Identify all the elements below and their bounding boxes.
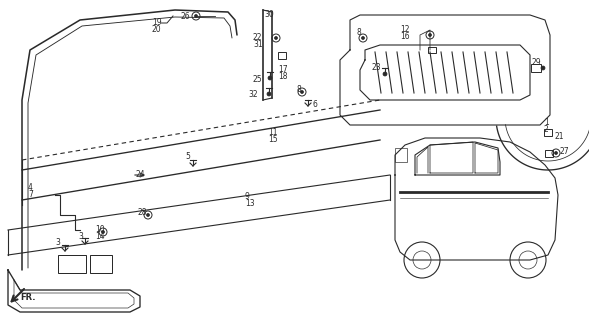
Circle shape [194, 14, 197, 18]
Circle shape [300, 91, 303, 93]
Text: 22: 22 [253, 33, 263, 42]
Text: 16: 16 [400, 32, 409, 41]
Bar [395, 148, 407, 162]
Bar [58, 255, 86, 273]
Text: 31: 31 [253, 40, 263, 49]
Text: 29: 29 [532, 58, 542, 67]
Circle shape [554, 151, 558, 155]
Text: 32: 32 [248, 90, 257, 99]
Text: 9: 9 [245, 192, 250, 201]
Text: 17: 17 [278, 65, 287, 74]
Circle shape [147, 213, 150, 217]
Circle shape [429, 34, 432, 36]
Circle shape [267, 92, 271, 96]
Circle shape [362, 36, 365, 39]
Text: 8: 8 [357, 28, 362, 37]
Text: 7: 7 [28, 190, 33, 199]
Circle shape [101, 230, 104, 234]
Text: 3: 3 [55, 238, 60, 247]
Text: 12: 12 [400, 25, 409, 34]
Text: 8: 8 [297, 85, 302, 94]
Text: 4: 4 [28, 183, 33, 192]
Text: 27: 27 [560, 147, 570, 156]
Text: 1: 1 [544, 118, 549, 127]
Text: 10: 10 [95, 225, 105, 234]
Text: 14: 14 [95, 232, 105, 241]
Text: 25: 25 [253, 75, 263, 84]
Text: 5: 5 [185, 152, 190, 161]
Text: FR.: FR. [20, 293, 35, 302]
Text: 3: 3 [78, 232, 83, 241]
Text: 6: 6 [313, 100, 318, 109]
Bar [428, 47, 436, 53]
Circle shape [541, 66, 545, 70]
Bar [278, 52, 286, 59]
Circle shape [383, 72, 387, 76]
Text: 20: 20 [152, 25, 161, 34]
Text: 30: 30 [264, 10, 274, 19]
Circle shape [274, 36, 277, 39]
Text: 15: 15 [268, 135, 277, 144]
Text: 21: 21 [555, 132, 564, 141]
Bar [544, 129, 552, 135]
Text: 24: 24 [135, 170, 145, 179]
Text: 26: 26 [181, 12, 191, 21]
Text: 13: 13 [245, 199, 254, 208]
Text: 11: 11 [268, 128, 277, 137]
Text: 18: 18 [278, 72, 287, 81]
Bar [531, 64, 541, 72]
Bar [90, 255, 112, 273]
Circle shape [268, 76, 272, 80]
Text: 2: 2 [544, 125, 549, 134]
Text: 23: 23 [372, 63, 382, 72]
Text: 19: 19 [152, 18, 161, 27]
Text: 28: 28 [138, 208, 147, 217]
Bar [545, 149, 553, 156]
